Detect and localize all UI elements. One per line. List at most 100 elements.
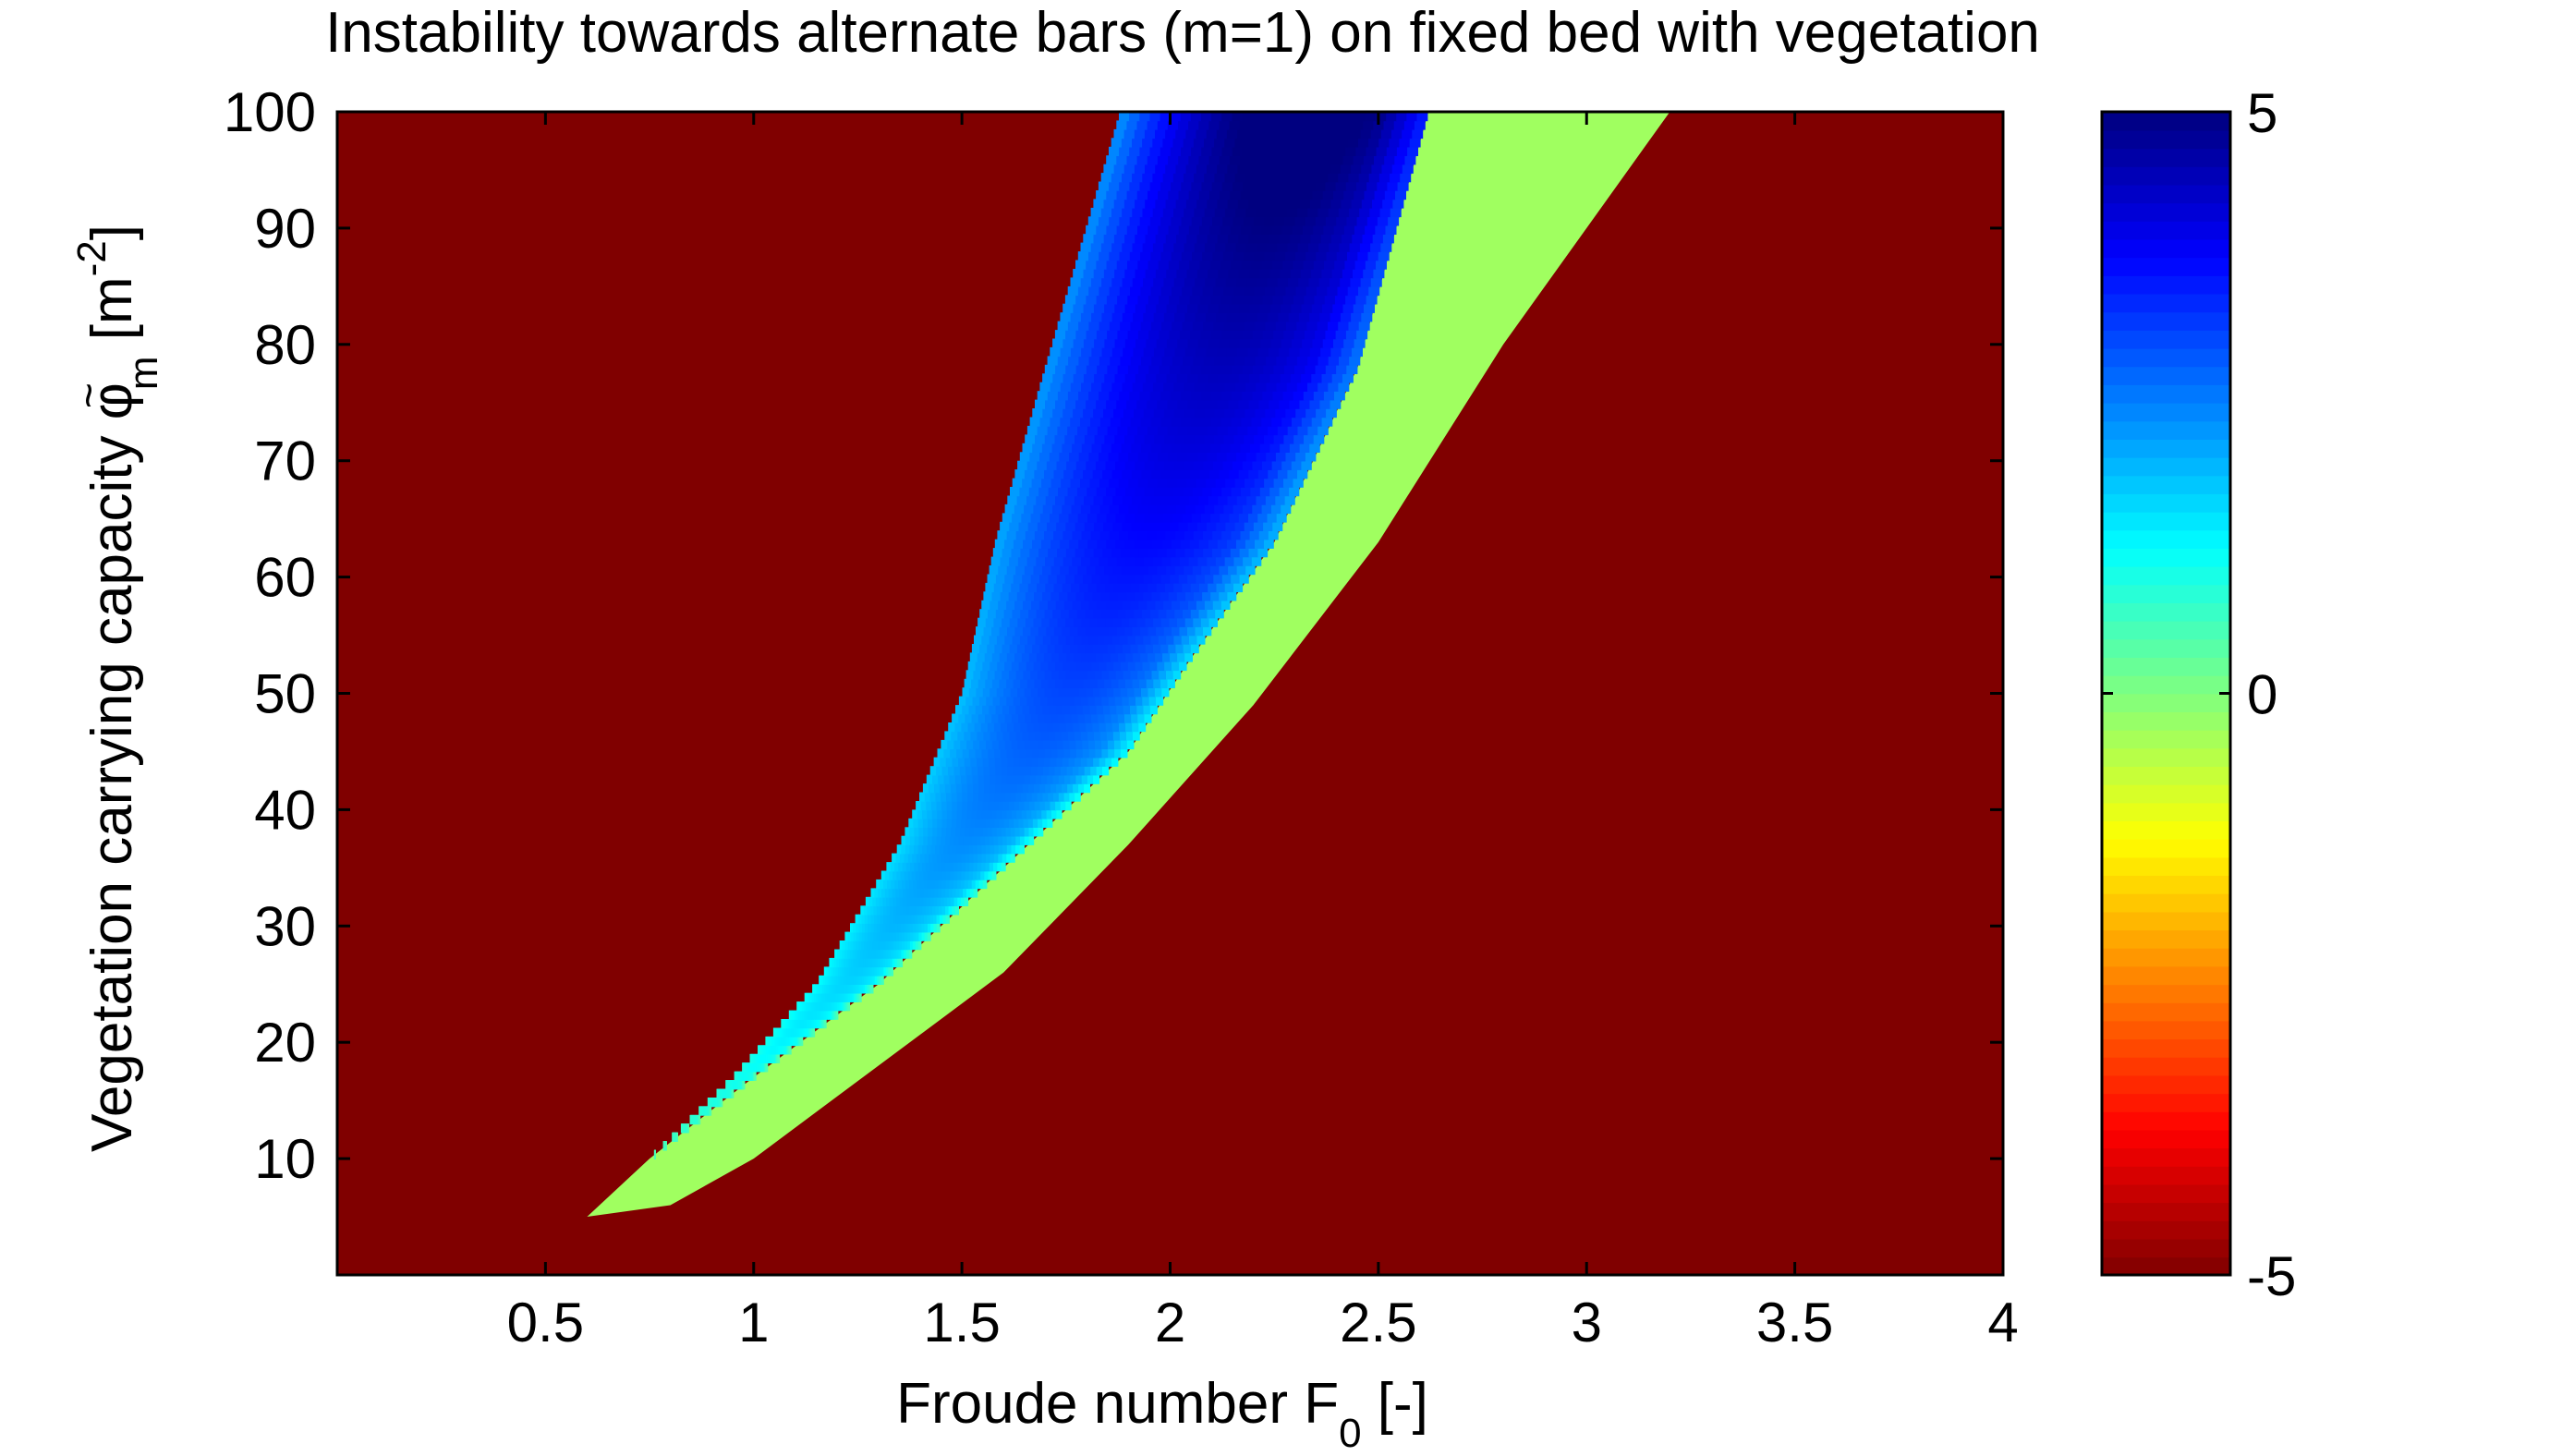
heatmap-cell bbox=[1204, 434, 1215, 444]
heatmap-cell bbox=[1254, 434, 1265, 444]
heatmap-cell bbox=[1243, 556, 1253, 566]
heatmap-cell bbox=[1157, 399, 1168, 409]
heatmap-cell bbox=[1192, 251, 1203, 261]
heatmap-cell bbox=[1014, 818, 1020, 828]
heatmap-cell bbox=[1209, 224, 1221, 235]
heatmap-cell bbox=[1133, 652, 1141, 662]
heatmap-cell bbox=[1342, 303, 1354, 313]
heatmap-cell bbox=[1126, 591, 1135, 601]
heatmap-cell bbox=[1204, 138, 1215, 148]
heatmap-cell bbox=[747, 1062, 749, 1073]
heatmap-cell bbox=[1073, 303, 1085, 313]
heatmap-cell bbox=[965, 818, 972, 828]
heatmap-cell bbox=[849, 966, 853, 977]
heatmap-cell bbox=[1056, 460, 1067, 470]
heatmap-cell bbox=[1007, 626, 1016, 637]
heatmap-cell bbox=[968, 844, 974, 855]
heatmap-cell bbox=[822, 1001, 826, 1012]
heatmap-cell bbox=[1267, 242, 1279, 252]
heatmap-cell bbox=[915, 940, 919, 951]
heatmap-cell bbox=[1199, 260, 1211, 270]
heatmap-cell bbox=[880, 870, 886, 880]
heatmap-cell bbox=[1084, 434, 1096, 444]
colorbar-band bbox=[2102, 402, 2230, 422]
heatmap-cell bbox=[1057, 425, 1068, 436]
heatmap-cell bbox=[956, 879, 962, 890]
heatmap-cell bbox=[1309, 346, 1321, 358]
heatmap-cell bbox=[1083, 373, 1095, 383]
heatmap-cell bbox=[1180, 600, 1189, 610]
heatmap-cell bbox=[1279, 487, 1290, 497]
heatmap-cell bbox=[1166, 548, 1177, 558]
heatmap-cell bbox=[850, 940, 855, 951]
heatmap-cell bbox=[934, 879, 940, 890]
heatmap-cell bbox=[1233, 434, 1245, 444]
heatmap-cell bbox=[1370, 242, 1382, 252]
heatmap-cell bbox=[1275, 495, 1286, 505]
heatmap-cell bbox=[1115, 644, 1124, 654]
heatmap-cell bbox=[1309, 128, 1320, 140]
heatmap-cell bbox=[858, 914, 863, 924]
heatmap-cell bbox=[1104, 373, 1116, 383]
heatmap-cell bbox=[1000, 556, 1010, 566]
heatmap-cell bbox=[1149, 661, 1159, 672]
heatmap-cell bbox=[1261, 417, 1272, 427]
heatmap-cell bbox=[912, 905, 917, 916]
heatmap-cell bbox=[1373, 269, 1385, 279]
heatmap-cell bbox=[984, 835, 990, 845]
heatmap-cell bbox=[929, 905, 933, 916]
heatmap-cell bbox=[977, 844, 983, 855]
heatmap-cell bbox=[796, 1001, 799, 1012]
heatmap-cell bbox=[933, 783, 941, 794]
heatmap-cell bbox=[1297, 469, 1308, 479]
heatmap-cell bbox=[780, 1027, 783, 1037]
heatmap-cell bbox=[1145, 269, 1157, 279]
heatmap-cell bbox=[1280, 234, 1291, 244]
heatmap-cell bbox=[1080, 242, 1092, 252]
heatmap-cell bbox=[1109, 251, 1121, 261]
heatmap-cell bbox=[1160, 521, 1171, 531]
heatmap-cell bbox=[766, 1045, 769, 1055]
heatmap-cell bbox=[883, 966, 887, 977]
heatmap-cell bbox=[1035, 731, 1043, 741]
heatmap-cell bbox=[1393, 120, 1405, 130]
heatmap-cell bbox=[911, 914, 916, 924]
heatmap-cell bbox=[1288, 277, 1300, 287]
heatmap-cell bbox=[1351, 346, 1363, 358]
heatmap-cell bbox=[1248, 469, 1259, 479]
heatmap-cell bbox=[1109, 321, 1121, 331]
heatmap-cell bbox=[879, 931, 883, 941]
heatmap-cell bbox=[1014, 600, 1024, 610]
heatmap-cell bbox=[1324, 295, 1336, 305]
heatmap-cell bbox=[998, 835, 1003, 845]
heatmap-cell bbox=[1295, 285, 1307, 297]
heatmap-cell bbox=[1045, 399, 1056, 409]
heatmap-cell bbox=[1151, 591, 1161, 601]
heatmap-cell bbox=[1095, 565, 1105, 576]
heatmap-cell bbox=[882, 957, 886, 968]
heatmap-cell bbox=[1130, 600, 1139, 610]
heatmap-cell bbox=[1235, 207, 1247, 218]
heatmap-cell bbox=[1153, 678, 1161, 688]
heatmap-cell bbox=[1017, 460, 1028, 470]
heatmap-cell bbox=[1091, 713, 1099, 723]
heatmap-cell bbox=[1041, 774, 1049, 784]
heatmap-cell bbox=[1342, 234, 1354, 244]
heatmap-cell bbox=[1184, 382, 1196, 392]
heatmap-cell bbox=[1135, 269, 1147, 279]
heatmap-cell bbox=[917, 896, 921, 906]
heatmap-cell bbox=[1224, 356, 1236, 366]
heatmap-cell bbox=[1173, 382, 1185, 392]
heatmap-cell bbox=[912, 940, 917, 951]
heatmap-cell bbox=[1257, 164, 1269, 174]
heatmap-cell bbox=[1125, 678, 1134, 688]
heatmap-cell bbox=[968, 827, 975, 837]
heatmap-cell bbox=[1204, 408, 1216, 419]
heatmap-cell bbox=[1218, 303, 1230, 313]
heatmap-cell bbox=[1221, 530, 1232, 540]
heatmap-cell bbox=[1325, 181, 1337, 191]
heatmap-cell bbox=[844, 992, 847, 1002]
heatmap-cell bbox=[1161, 556, 1172, 566]
heatmap-cell bbox=[814, 984, 818, 994]
